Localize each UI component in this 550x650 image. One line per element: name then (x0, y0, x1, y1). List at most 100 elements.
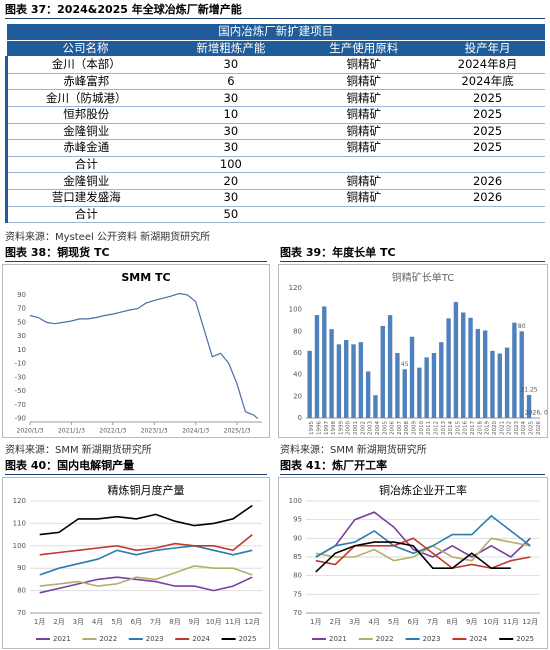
table-cell: 2024年底 (430, 73, 545, 91)
table-body: 国内冶炼厂新扩建项目 公司名称 新增粗炼产能 生产使用原料 投产年月 金川（本部） 30… (5, 24, 545, 224)
bar (395, 353, 400, 418)
y-tick-label: 90 (293, 534, 302, 542)
empty-cell (430, 206, 545, 224)
y-tick-label: 100 (13, 542, 26, 550)
table-cell: 赤峰金通 (5, 139, 165, 157)
x-tick-label: 7月 (150, 618, 161, 626)
chart: 铜冶炼企业开工率 70 75 80 85 90 95 100 1月 2月 3月 4月 5月 6月 7月 8月 9… (278, 477, 548, 649)
bar (336, 344, 342, 418)
table-cell: 铜精矿 (297, 73, 431, 91)
table-cell: 50 (164, 206, 298, 224)
bar (504, 347, 510, 418)
bar (314, 315, 320, 418)
column-header: 新增粗炼产能 (164, 40, 298, 58)
x-tick-label: 1997 (324, 421, 330, 435)
x-tick-label: 1999 (338, 421, 344, 435)
bar (453, 302, 459, 418)
y-tick-label: 0 (298, 414, 302, 422)
x-tick-label: 1998 (331, 421, 337, 435)
table-cell: 2025 (430, 106, 545, 124)
x-tick-label: 4月 (92, 618, 103, 626)
bar (329, 329, 334, 418)
bar (439, 342, 444, 418)
y-tick-label: 70 (17, 609, 26, 617)
x-tick-label: 2012 (433, 421, 439, 435)
data-label: 2026, 0 (525, 410, 548, 417)
table-cell: 30 (164, 123, 298, 141)
x-tick-label: 2011 (426, 421, 432, 435)
table-row: 合计 50 (5, 206, 545, 224)
y-tick-label: 110 (13, 519, 26, 527)
bar (344, 340, 349, 418)
bar (468, 317, 473, 418)
y-tick-label: 60 (293, 349, 302, 357)
x-tick-label: 2020/1/3 (17, 428, 44, 435)
x-tick-label: 6月 (131, 618, 142, 626)
legend-label: 2023 (423, 635, 441, 643)
table-row: 金川（防城港） 30 铜精矿 2025 (5, 89, 545, 107)
x-tick-label: 2005 (382, 421, 388, 435)
x-tick-label: 2004 (375, 421, 381, 435)
table-row: 营口建发盛海 30 铜精矿 2026 (5, 189, 545, 207)
table-cell: 铜精矿 (297, 89, 431, 107)
x-tick-label: 8月 (447, 618, 458, 626)
series-line (39, 576, 253, 594)
source: 资料来源：SMM 新湖期货研究所 (5, 445, 152, 456)
x-tick-label: 1月 (34, 618, 45, 626)
chart: 精炼铜月度产量 70 80 90 100 110 120 1月 2月 3月 4月 5月 6月 7月 8月 9月… (2, 477, 270, 649)
table-cell: 金隆铜业 (5, 172, 165, 190)
table-cell: 30 (164, 139, 298, 157)
series-line (29, 292, 259, 420)
table-cell: 铜精矿 (297, 139, 431, 157)
table-cell: 合计 (5, 206, 165, 224)
y-tick-label: -90 (15, 415, 26, 423)
table-row: 金隆铜业 30 铜精矿 2025 (5, 123, 545, 141)
frame (278, 477, 548, 649)
legend-label: 2021 (329, 635, 347, 643)
x-tick-label: 2014 (448, 421, 454, 435)
y-tick-label: 70 (293, 609, 302, 617)
table-cell: 2025 (430, 123, 545, 141)
table-cell: 铜精矿 (297, 172, 431, 190)
empty-cell (297, 156, 431, 174)
x-tick-label: 3月 (73, 618, 84, 626)
x-tick-label: 12月 (244, 618, 260, 626)
bar (519, 331, 524, 418)
x-tick-label: 2月 (53, 618, 64, 626)
bar (431, 353, 437, 418)
table-cell: 金川（防城港） (5, 89, 165, 107)
legend-label: 2023 (146, 635, 164, 643)
legend-label: 2025 (239, 635, 257, 643)
y-tick-label: 95 (293, 516, 302, 524)
x-tick-label: 2021/1/3 (58, 428, 85, 435)
series-line (39, 504, 253, 536)
series-line (315, 511, 531, 558)
series-line (39, 544, 253, 576)
x-tick-label: 10月 (206, 618, 222, 626)
legend-label: 2022 (99, 635, 117, 643)
bar (512, 322, 517, 418)
x-tick-label: 5月 (388, 618, 399, 626)
y-tick-label: 20 (293, 392, 302, 400)
y-tick-label: -10 (15, 360, 26, 368)
series-line (315, 537, 531, 562)
x-tick-label: 11月 (503, 618, 519, 626)
x-tick-label: 2018 (477, 421, 483, 435)
y-tick-label: 90 (17, 564, 26, 572)
table-cell: 2025 (430, 89, 545, 107)
legend-label: 2024 (469, 635, 487, 643)
legend-label: 2021 (53, 635, 71, 643)
x-tick-label: 2021 (499, 421, 505, 435)
x-tick-label: 3月 (349, 618, 360, 626)
table-cell: 6 (164, 73, 298, 91)
y-tick-label: 100 (289, 306, 302, 314)
x-tick-label: 12月 (522, 618, 538, 626)
x-tick-label: 2003 (368, 421, 374, 435)
x-tick-label: 2001 (353, 421, 359, 435)
table-row: 赤峰金通 30 铜精矿 2025 (5, 139, 545, 157)
y-tick-label: 85 (293, 553, 302, 561)
data-label: 80 (518, 323, 526, 330)
table-cell: 100 (164, 156, 298, 174)
chart: SMM TC -90 -70 -50 -30 -10 10 30 50 70 90 2020/1/3 2… (2, 264, 270, 438)
